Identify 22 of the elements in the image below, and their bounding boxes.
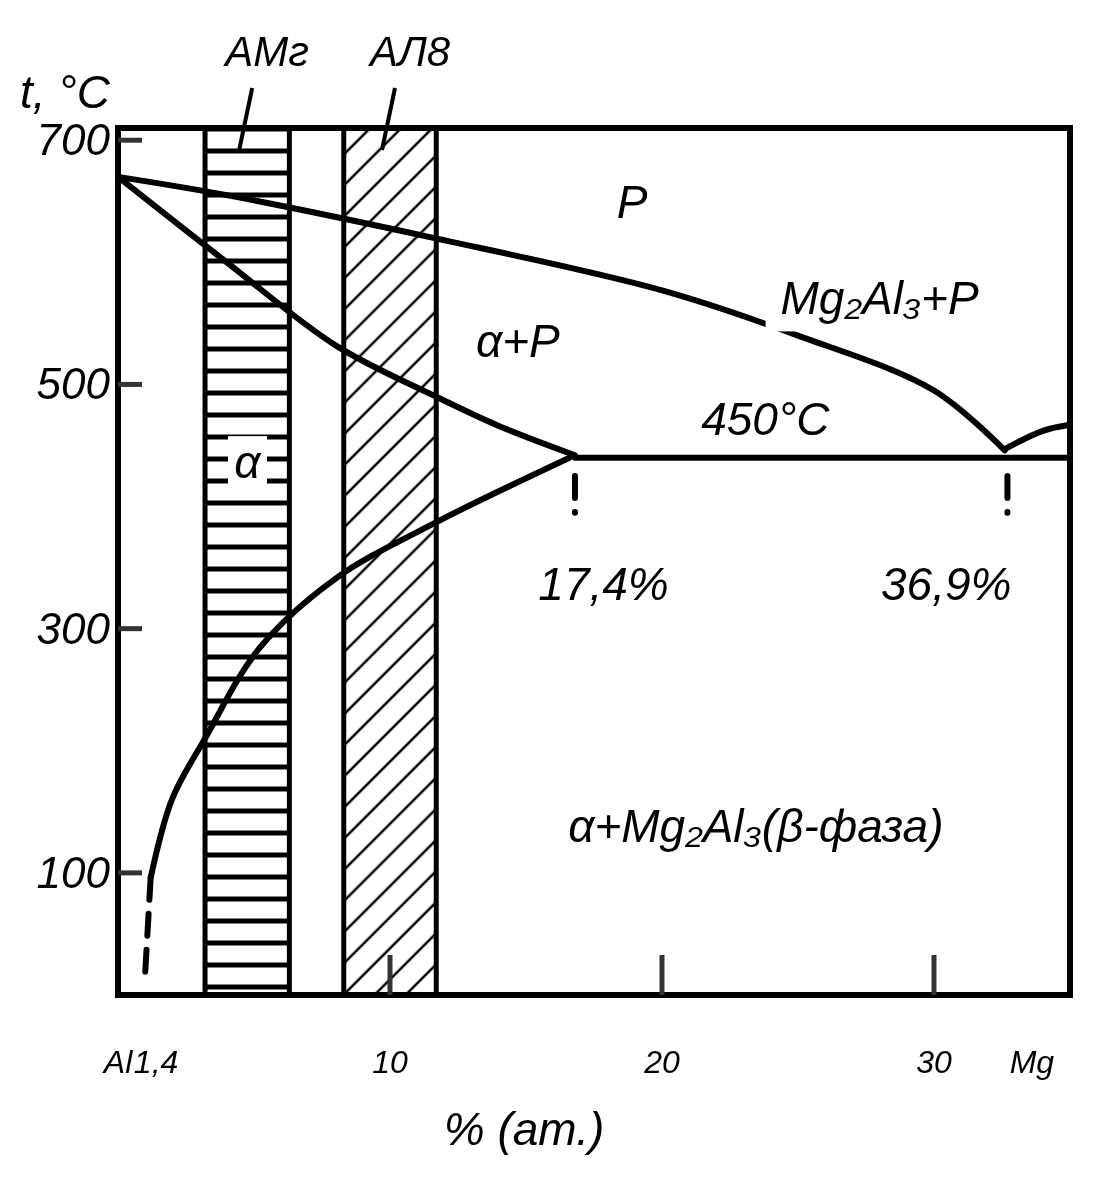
y-tick-label: 500 xyxy=(36,359,111,409)
band-label: АЛ8 xyxy=(366,28,451,75)
annotation: α+P xyxy=(475,314,561,367)
annotation: α+Mg₂Al₃(β-фаза) xyxy=(568,800,944,853)
band-label: АМг xyxy=(222,28,310,75)
x-tick-label: Al xyxy=(101,1044,134,1080)
annotation: Mg₂Al₃+P xyxy=(780,271,979,324)
x-tick-label: 10 xyxy=(372,1044,408,1080)
y-tick-label: 700 xyxy=(36,115,111,165)
x-tick-label: 30 xyxy=(916,1044,952,1080)
y-tick-label: 300 xyxy=(36,603,111,653)
annotation: 17,4% xyxy=(538,557,669,610)
annotation: 36,9% xyxy=(881,557,1012,610)
x-tick-label: Mg xyxy=(1009,1044,1055,1080)
annotation: 450°C xyxy=(701,392,831,445)
y-axis-title: t, °C xyxy=(20,66,111,118)
x-tick-label: 1,4 xyxy=(133,1044,179,1080)
annotation: P xyxy=(616,176,648,229)
x-tick-label: 20 xyxy=(643,1044,680,1080)
x-axis-title: % (ат.) xyxy=(443,1103,605,1155)
annotation: α xyxy=(234,436,263,489)
y-tick-label: 100 xyxy=(36,847,111,897)
